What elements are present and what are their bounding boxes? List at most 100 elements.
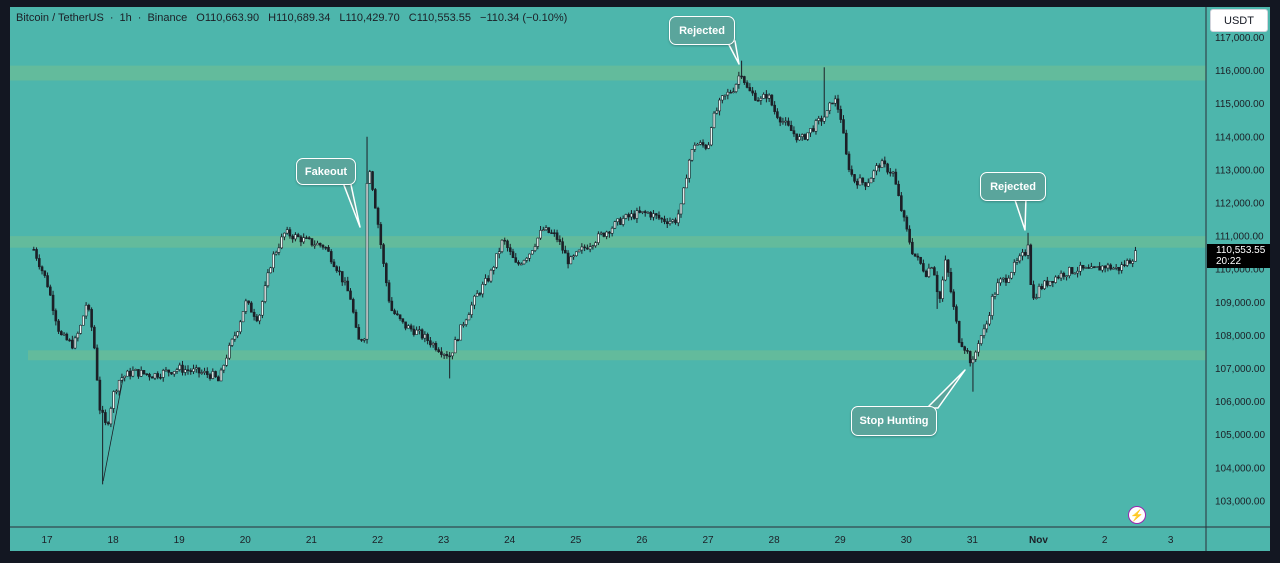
y-tick-label: 110,000.00 — [1215, 265, 1265, 276]
candle-body — [1112, 267, 1115, 270]
candle-body — [1001, 277, 1005, 280]
candle-body — [712, 112, 716, 128]
candle-body — [412, 328, 416, 335]
candle-body — [228, 345, 231, 359]
ohlc-change: −110.34 (−0.10%) — [480, 12, 568, 24]
candle-body — [503, 239, 507, 242]
candle-body — [594, 242, 597, 247]
candle-body — [288, 229, 292, 237]
candle-body — [1095, 266, 1099, 268]
candle-body — [806, 132, 810, 140]
candle-body — [511, 251, 515, 258]
candle-body — [203, 371, 206, 373]
fakeout-callout[interactable]: Fakeout — [296, 158, 356, 185]
y-tick-label: 112,000.00 — [1215, 199, 1265, 210]
candle-body — [492, 267, 496, 271]
candle-body — [46, 275, 49, 288]
lightning-icon[interactable]: ⚡ — [1128, 506, 1146, 524]
x-tick-label: 18 — [108, 535, 120, 546]
candle-body — [497, 251, 501, 255]
rejected-right-callout[interactable]: Rejected — [980, 172, 1046, 201]
candle-body — [530, 250, 534, 255]
candle-body — [401, 318, 405, 323]
rejected-top-callout[interactable]: Rejected — [669, 16, 735, 45]
symbol-name[interactable]: Bitcoin / TetherUS — [16, 12, 104, 24]
y-tick-label: 105,000.00 — [1215, 430, 1265, 441]
candle-body — [605, 231, 608, 237]
candle-body — [307, 237, 311, 240]
candle-body — [762, 94, 765, 99]
candle-body — [776, 111, 779, 118]
candle-body — [84, 304, 88, 317]
candle-body — [610, 227, 614, 234]
candle-body — [591, 245, 595, 248]
trend-line — [102, 378, 124, 482]
candle-body — [35, 249, 38, 259]
candle-body — [930, 267, 933, 269]
y-tick-label: 106,000.00 — [1215, 397, 1265, 408]
candle-body — [54, 310, 58, 322]
candle-body — [679, 203, 683, 215]
currency-button[interactable]: USDT — [1210, 9, 1268, 32]
candle-body — [707, 144, 710, 149]
y-tick-label: 116,000.00 — [1215, 66, 1265, 77]
candle-body — [861, 177, 865, 183]
candle-body — [886, 163, 889, 173]
candle-body — [1012, 261, 1016, 273]
candle-body — [362, 338, 366, 341]
candle-body — [866, 182, 870, 187]
candle-body — [754, 92, 757, 101]
candle-body — [189, 370, 193, 372]
candle-body — [817, 118, 821, 121]
candle-body — [385, 263, 388, 284]
candle-body — [960, 342, 964, 348]
candle-body — [222, 365, 226, 371]
candle-body — [539, 230, 542, 239]
x-tick-label: 21 — [306, 535, 318, 546]
candle-body — [580, 246, 584, 251]
interval-label[interactable]: 1h — [119, 12, 132, 24]
candle-body — [346, 280, 350, 292]
candle-body — [759, 98, 763, 101]
candle-body — [1084, 267, 1088, 269]
candle-body — [575, 251, 578, 257]
candle-body — [547, 227, 551, 233]
candle-body — [1018, 255, 1022, 262]
candle-body — [332, 261, 336, 268]
candle-body — [621, 218, 625, 225]
candle-body — [944, 259, 947, 281]
candle-body — [197, 367, 201, 374]
last-price-value: 110,553.55 — [1216, 245, 1266, 256]
candle-body — [988, 315, 991, 325]
stop-hunting-callout[interactable]: Stop Hunting — [851, 406, 937, 436]
candle-body — [131, 370, 135, 377]
candle-body — [167, 369, 171, 373]
y-tick-label: 109,000.00 — [1215, 298, 1265, 309]
candle-body — [676, 213, 680, 224]
candle-body — [495, 253, 498, 268]
candle-body — [269, 267, 272, 274]
candle-body — [327, 247, 330, 252]
candle-body — [1062, 272, 1066, 277]
x-tick-label: 2 — [1102, 535, 1108, 546]
candle-body — [844, 132, 848, 155]
candle-body — [616, 218, 619, 223]
candle-body — [638, 210, 641, 213]
candle-body — [1054, 276, 1057, 283]
time-axis[interactable] — [10, 527, 1270, 551]
candle-body — [811, 128, 815, 132]
candle-body — [109, 408, 113, 425]
candle-body — [434, 343, 438, 350]
candle-body — [1059, 272, 1063, 279]
candle-body — [478, 293, 482, 295]
y-tick-label: 111,000.00 — [1215, 232, 1264, 243]
candle-body — [993, 293, 997, 297]
candle-body — [291, 235, 294, 240]
chart-plot-area[interactable] — [10, 7, 1206, 527]
candle-body — [161, 370, 165, 378]
candle-body — [919, 256, 922, 264]
candle-body — [134, 369, 137, 371]
candle-body — [261, 301, 264, 316]
